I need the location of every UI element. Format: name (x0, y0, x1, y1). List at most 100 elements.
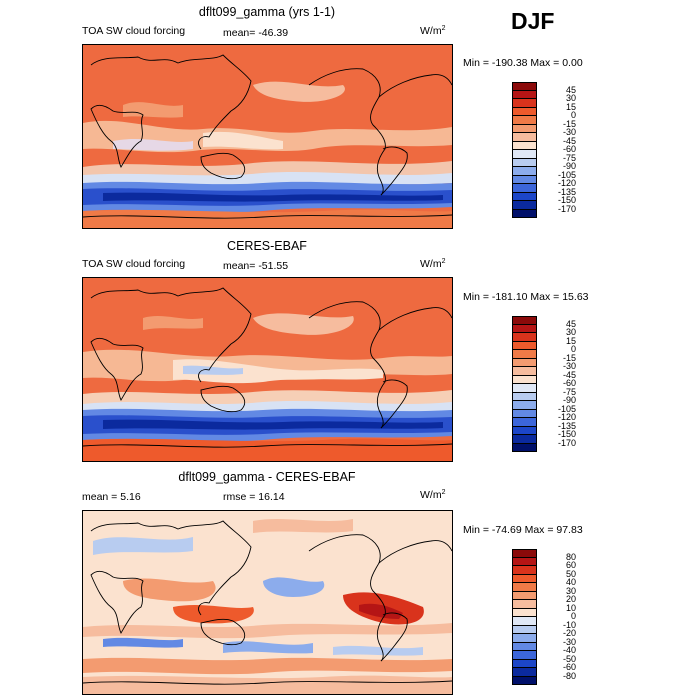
colorbar-swatch (512, 116, 537, 125)
colorbar-swatch (512, 150, 537, 159)
units-exponent: 2 (441, 25, 446, 32)
colorbar-tick-label: -10 (562, 619, 576, 630)
colorbar-tick-label: -75 (562, 152, 576, 163)
panel2-units-label: W/m2 (420, 258, 445, 270)
colorbar-swatch (512, 634, 537, 643)
colorbar-tick-label: 45 (565, 318, 576, 329)
colorbar-tick-label: 30 (565, 93, 576, 103)
colorbar-tick-label: -135 (557, 420, 576, 431)
colorbar-tick-label: 0 (570, 611, 576, 621)
colorbar-tick-label: -80 (562, 670, 576, 681)
colorbar-tick-label: -150 (557, 429, 576, 439)
panel2-minmax: Min = -181.10 Max = 15.63 (463, 291, 589, 303)
colorbar-tick-label: 15 (565, 335, 576, 346)
colorbar-swatch (512, 333, 537, 342)
colorbar-swatch (512, 90, 537, 99)
panel1-units-label: W/m2 (420, 25, 445, 37)
colorbar-tick-label: -20 (562, 628, 576, 638)
colorbar-swatch (512, 591, 537, 600)
colorbar-swatch (512, 124, 537, 133)
units-symbol: W/m (420, 489, 442, 501)
colorbar-swatch (512, 324, 537, 333)
panel2-mean-label: mean= -51.55 (223, 260, 289, 272)
colorbar-swatch (512, 358, 537, 367)
colorbar-swatch (512, 341, 537, 350)
colorbar-swatch (512, 409, 537, 418)
colorbar-swatch (512, 201, 537, 210)
colorbar-tick-label: 0 (570, 344, 576, 354)
colorbar-swatch (512, 668, 537, 677)
units-exponent: 2 (441, 258, 446, 265)
panel3-map-svg (83, 511, 452, 694)
panel3-units-label: W/m2 (420, 489, 445, 501)
colorbar-swatch (512, 392, 537, 401)
panel3-mean-label: mean = 5.16 (82, 491, 141, 503)
colorbar-swatch (512, 651, 537, 660)
colorbar-tick-label: -105 (557, 169, 576, 180)
colorbar-swatch (512, 158, 537, 167)
panel1-map (82, 44, 453, 229)
colorbar-tick-label: -45 (562, 135, 576, 146)
colorbar-tick-label: -75 (562, 386, 576, 397)
colorbar-swatch (512, 184, 537, 193)
colorbar-tick-label: 60 (565, 560, 576, 570)
colorbar-swatch (512, 574, 537, 583)
colorbar-tick-label: -135 (557, 186, 576, 197)
colorbar-tick-label: -30 (562, 127, 576, 137)
colorbar-tick-label: 0 (570, 110, 576, 120)
colorbar-tick-label: -30 (562, 361, 576, 371)
colorbar-tick-label: -40 (562, 645, 576, 655)
colorbar-tick-label: -30 (562, 636, 576, 647)
colorbar-swatch (512, 192, 537, 201)
colorbar-swatch (512, 82, 537, 91)
colorbar-swatch (512, 99, 537, 108)
colorbar-swatch (512, 350, 537, 359)
colorbar-swatch (512, 375, 537, 384)
panel3-title: dflt099_gamma - CERES-EBAF (178, 470, 356, 484)
panel2-field-label: TOA SW cloud forcing (82, 258, 186, 270)
colorbar-swatch (512, 659, 537, 668)
colorbar-tick-label: -90 (562, 395, 576, 405)
units-exponent: 2 (441, 489, 446, 496)
colorbar-tick-label: -50 (562, 653, 576, 664)
colorbar-tick-label: -60 (562, 378, 576, 388)
colorbar-swatch (512, 209, 537, 218)
colorbar-tick-label: -120 (557, 178, 576, 188)
panel1-minmax: Min = -190.38 Max = 0.00 (463, 57, 583, 69)
panel1-title: dflt099_gamma (yrs 1-1) (198, 5, 336, 19)
colorbar-tick-label: -170 (557, 203, 576, 214)
colorbar-swatch (512, 642, 537, 651)
units-symbol: W/m (420, 258, 442, 270)
colorbar-swatch (512, 418, 537, 427)
colorbar-swatch (512, 549, 537, 558)
colorbar-swatch (512, 426, 537, 435)
colorbar-tick-label: 50 (565, 568, 576, 579)
colorbar-tick-label: -15 (562, 352, 576, 363)
colorbar-swatch (512, 316, 537, 325)
colorbar-tick-label: 30 (565, 327, 576, 337)
colorbar-tick-label: 20 (565, 594, 576, 604)
colorbar-tick-label: -60 (562, 662, 576, 672)
panel3-rmse-label: rmse = 16.14 (223, 491, 285, 503)
panel1-mean-label: mean= -46.39 (223, 27, 289, 39)
colorbar-tick-label: -45 (562, 369, 576, 380)
season-label: DJF (511, 8, 555, 34)
colorbar-swatch (512, 617, 537, 626)
colorbar-swatch (512, 167, 537, 176)
colorbar-tick-label: -15 (562, 118, 576, 129)
panel2-map-svg (83, 278, 452, 461)
colorbar-tick-label: -170 (557, 437, 576, 448)
colorbar-tick-label: 40 (565, 577, 576, 587)
panel2-map (82, 277, 453, 462)
panel1-field-label: TOA SW cloud forcing (82, 25, 186, 37)
colorbar-swatch (512, 557, 537, 566)
colorbar-swatch (512, 141, 537, 150)
colorbar-swatch (512, 583, 537, 592)
colorbar-tick-label: -120 (557, 412, 576, 422)
panel3-minmax: Min = -74.69 Max = 97.83 (463, 524, 583, 536)
colorbar-tick-label: 15 (565, 101, 576, 112)
colorbar-swatch (512, 107, 537, 116)
colorbar-swatch (512, 435, 537, 444)
colorbar-tick-label: 80 (565, 551, 576, 562)
colorbar-swatch (512, 401, 537, 410)
